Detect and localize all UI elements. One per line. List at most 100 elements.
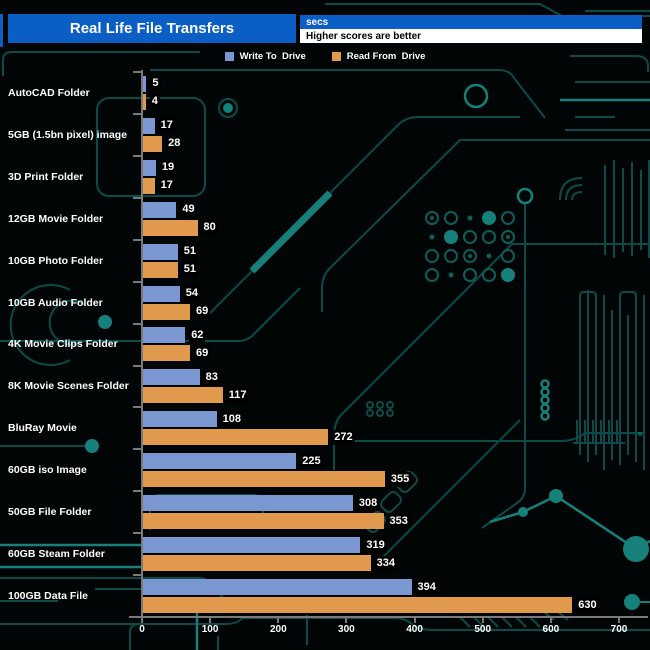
y-tick [133,71,142,73]
value-label: 334 [374,555,397,571]
chart-row: 10GB Audio Folder 54 69 [0,282,650,324]
category-label: 10GB Photo Folder [8,254,104,267]
bar-group: 51 51 [143,243,199,278]
page-title: Real Life File Transfers [69,20,235,37]
y-tick [133,448,142,451]
bar-group: 394 630 [143,579,599,614]
write-bar [143,411,217,428]
chart-rows: AutoCAD Folder 5 4 5GB (1.5bn pixel) image 1… [0,72,650,617]
legend-label: Write To Drive [239,51,306,62]
read-bar [143,555,371,572]
unit-label: secs [306,16,329,28]
value-label: 630 [576,597,599,613]
category-label: BluRay Movie [8,422,77,435]
value-label: 394 [415,579,438,595]
bar-group: 319 334 [143,537,397,572]
chart-row: 5GB (1.5bn pixel) image 17 28 [0,114,650,156]
y-tick [133,238,142,241]
x-axis-line [129,616,648,618]
chart-row: 100GB Data File 394 630 [0,575,650,617]
value-label: 5 [150,76,161,92]
x-tick [481,618,484,623]
write-bar [143,285,180,302]
x-tick [277,618,280,623]
x-tick-label: 300 [338,624,355,635]
bar-group: 62 69 [143,327,211,362]
y-tick [133,154,142,157]
bar-group: 308 353 [143,495,410,530]
read-swatch-icon [331,52,341,61]
x-tick-label: 200 [269,624,287,635]
category-label: 8K Movie Scenes Folder [8,380,129,393]
value-label: 62 [189,327,206,343]
dot-grid-icon [425,211,515,282]
x-tick-label: 600 [542,624,560,635]
legend-item-write: Write To Drive [224,51,306,62]
write-bar [143,159,156,176]
x-tick-label: 100 [201,624,219,635]
chart-row: 4K Movie Clips Folder 62 69 [0,324,650,366]
bar-group: 108 272 [143,411,355,446]
read-bar [143,513,384,530]
value-label: 28 [166,136,183,152]
read-bar [143,387,223,404]
x-tick [141,618,143,623]
y-tick [133,364,142,367]
x-tick-label: 0 [139,624,145,635]
y-tick [133,532,142,535]
read-bar [143,597,573,614]
value-label: 272 [332,429,355,445]
y-tick [133,112,142,115]
y-tick [133,574,142,577]
value-label: 54 [183,286,201,302]
write-bar [143,117,155,134]
category-label: 60GB iso Image [8,464,87,477]
category-label: AutoCAD Folder [8,86,90,99]
write-bar [143,369,200,386]
value-label: 80 [201,220,218,236]
category-label: 50GB File Folder [8,506,92,519]
value-label: 19 [159,160,177,176]
read-bar [143,135,163,152]
unit-bar: secs [300,15,642,29]
x-tick [345,618,348,623]
value-label: 69 [194,345,211,361]
read-bar [143,471,385,488]
read-bar [143,219,198,236]
value-label: 308 [356,495,380,511]
chart-row: 60GB Steam Folder 319 334 [0,533,650,575]
read-bar [143,303,190,320]
chart-title-bar: Real Life File Transfers [8,14,296,43]
read-bar [143,93,146,110]
bar-group: 83 117 [143,369,249,404]
chart-row: 10GB Photo Folder 51 51 [0,240,650,282]
chart-row: 8K Movie Scenes Folder 83 117 [0,365,650,407]
write-bar [143,537,361,554]
subtitle-text: Higher scores are better [306,30,422,42]
value-label: 83 [203,369,220,385]
chart-row: 50GB File Folder 308 353 [0,491,650,533]
y-tick [133,616,142,618]
write-swatch-icon [224,52,234,61]
category-label: 5GB (1.5bn pixel) image [8,128,128,141]
write-bar [143,75,147,92]
chart-row: AutoCAD Folder 5 4 [0,72,650,114]
chart-row: 12GB Movie Folder 49 80 [0,198,650,240]
write-bar [143,453,297,470]
header-left-accent [0,14,3,47]
category-label: 4K Movie Clips Folder [8,338,118,351]
value-label: 319 [364,537,387,553]
value-label: 353 [387,513,410,529]
value-label: 355 [388,471,412,487]
write-bar [143,201,177,218]
bar-group: 49 80 [143,201,218,236]
y-axis-line [141,70,143,618]
x-tick [413,618,416,623]
bar-group: 54 69 [143,285,211,320]
category-label: 10GB Audio Folder [8,296,103,309]
value-label: 117 [226,387,249,403]
x-tick [549,618,552,623]
read-bar [143,429,329,446]
y-tick [133,322,142,325]
